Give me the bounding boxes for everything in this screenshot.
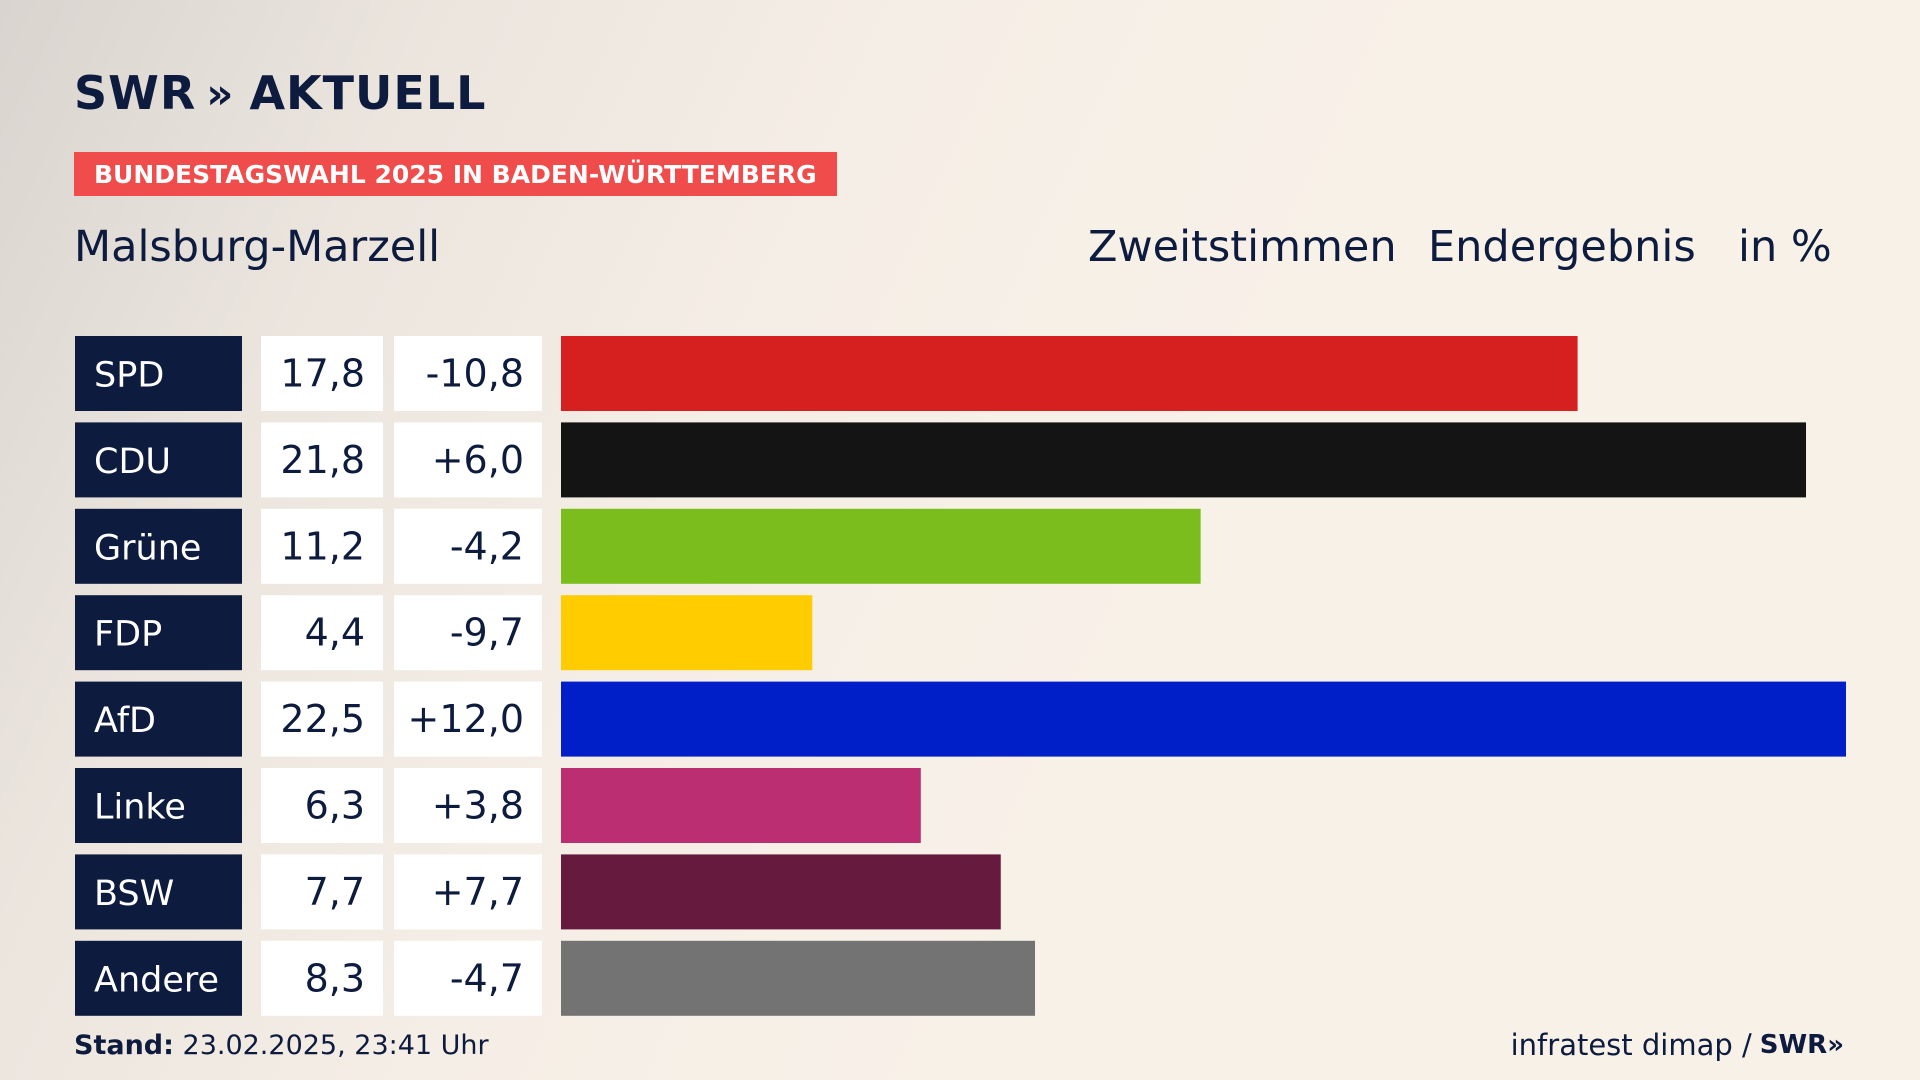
swr-mini-logo: SWR»	[1759, 1030, 1844, 1060]
change-label: +12,0	[408, 697, 524, 741]
value-box	[261, 768, 383, 843]
value-label: 8,3	[305, 956, 365, 1000]
bar-afd	[561, 681, 1846, 757]
header-unit: in %	[1738, 222, 1832, 272]
change-label: +7,7	[432, 870, 524, 914]
change-box	[394, 336, 542, 411]
party-label: BSW	[94, 874, 174, 914]
swr-aktuell-logo: SWR » AKTUELL	[74, 66, 486, 120]
value-box	[261, 940, 383, 1016]
bar-fdp	[561, 595, 813, 671]
value-box	[261, 595, 383, 671]
value-label: 21,8	[280, 438, 365, 482]
logo-aktuell: AKTUELL	[249, 66, 487, 120]
value-box	[261, 508, 383, 584]
value-label: 6,3	[305, 784, 365, 828]
party-label: AfD	[94, 701, 156, 741]
change-box	[394, 854, 542, 930]
change-label: +6,0	[432, 438, 524, 482]
party-label: SPD	[94, 356, 164, 396]
source-text: infratest dimap /	[1510, 1028, 1752, 1062]
party-label: FDP	[94, 615, 162, 655]
value-label: 22,5	[280, 697, 365, 741]
change-box	[394, 768, 542, 843]
footer-source: infratest dimap / SWR»	[1511, 1028, 1844, 1062]
bar-andere	[561, 940, 1036, 1016]
change-label: -9,7	[450, 611, 524, 655]
change-label: -4,2	[450, 524, 524, 568]
change-box	[394, 508, 542, 584]
party-label: Linke	[94, 788, 186, 828]
bar-cdu	[561, 422, 1807, 498]
party-label-box	[75, 681, 242, 757]
bar-bsw	[561, 854, 1001, 930]
change-label: +3,8	[432, 784, 524, 828]
change-label: -10,8	[426, 352, 524, 396]
value-box	[261, 854, 383, 930]
change-box	[394, 595, 542, 671]
election-banner: BUNDESTAGSWAHL 2025 IN BADEN-WÜRTTEMBERG	[74, 152, 837, 196]
stand-label: Stand:	[74, 1030, 174, 1061]
party-label-box	[75, 508, 242, 584]
value-label: 4,4	[305, 611, 365, 655]
value-box	[261, 336, 383, 411]
party-label: Andere	[94, 960, 219, 1000]
party-label-box	[75, 854, 242, 930]
value-label: 11,2	[280, 524, 365, 568]
value-box	[261, 422, 383, 498]
party-label-box	[75, 940, 242, 1016]
change-box	[394, 681, 542, 757]
region-title: Malsburg-Marzell	[74, 222, 441, 272]
bar-grüne	[561, 508, 1201, 584]
stand-value: 23.02.2025, 23:41 Uhr	[182, 1030, 489, 1061]
bar-linke	[561, 768, 921, 843]
change-box	[394, 940, 542, 1016]
party-label-box	[75, 336, 242, 411]
change-label: -4,7	[450, 956, 524, 1000]
change-box	[394, 422, 542, 498]
party-label-box	[75, 768, 242, 843]
header-status: Endergebnis	[1428, 222, 1696, 272]
header-votes: Zweitstimmen	[1088, 222, 1397, 272]
party-label: Grüne	[94, 528, 201, 568]
value-label: 7,7	[305, 870, 365, 914]
bar-spd	[561, 336, 1578, 411]
party-label: CDU	[94, 442, 171, 482]
party-label-box	[75, 422, 242, 498]
logo-swr: SWR	[74, 66, 197, 120]
value-label: 17,8	[280, 352, 365, 396]
footer-stand: Stand: 23.02.2025, 23:41 Uhr	[74, 1030, 489, 1061]
party-label-box	[75, 595, 242, 671]
value-box	[261, 681, 383, 757]
